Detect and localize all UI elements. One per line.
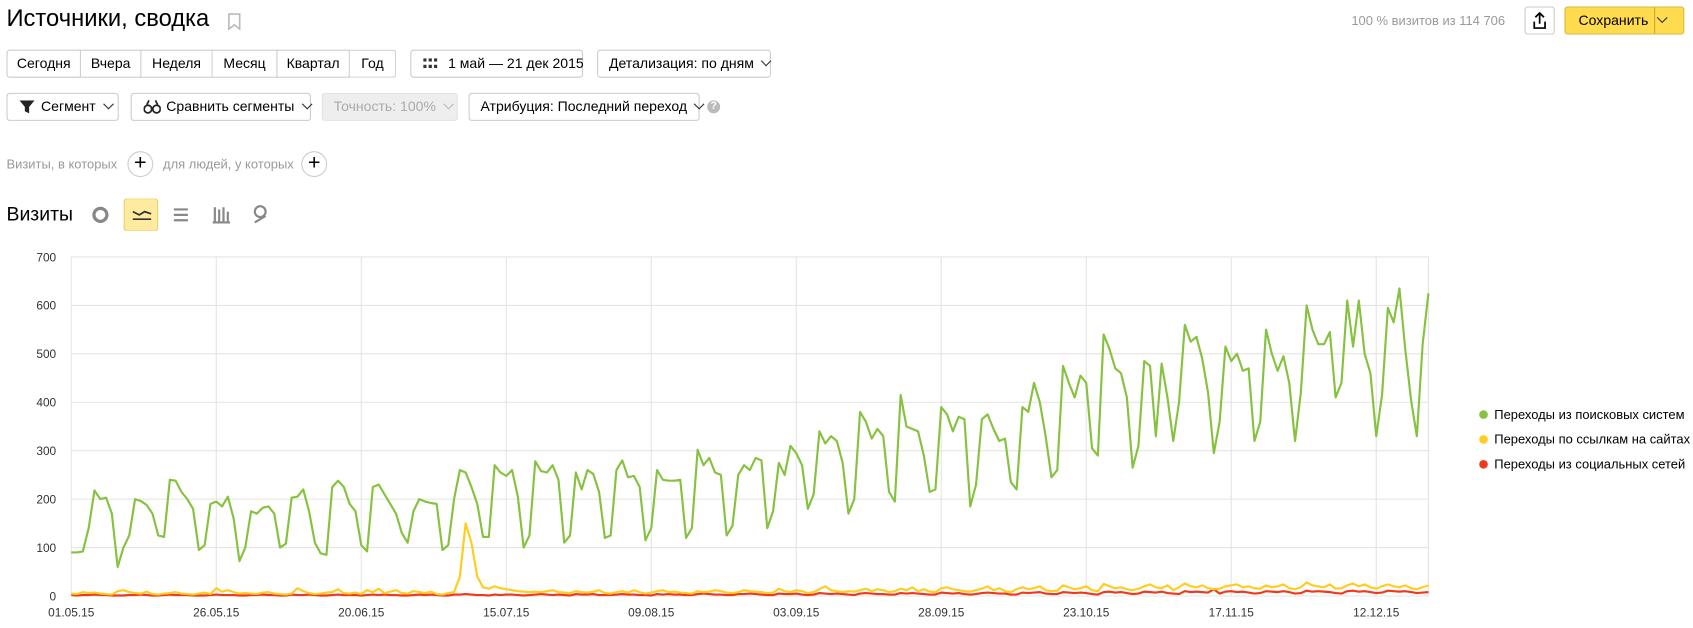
x-tick-label: 12.12.15: [1353, 606, 1400, 620]
segment-label: Сегмент: [41, 98, 96, 115]
section-title: Визиты: [6, 202, 73, 225]
period-button[interactable]: Месяц: [212, 49, 278, 78]
calendar-icon: [423, 58, 438, 69]
period-button[interactable]: Вчера: [80, 49, 142, 78]
filter-icon: [19, 100, 35, 114]
legend-label: Переходы из социальных сетей: [1494, 457, 1685, 472]
compare-label: Сравнить сегменты: [166, 98, 295, 115]
y-tick-label: 300: [36, 444, 56, 458]
bookmark-icon[interactable]: [228, 13, 241, 31]
x-tick-label: 28.09.15: [918, 606, 965, 620]
x-tick-label: 26.05.15: [193, 606, 240, 620]
add-people-condition[interactable]: +: [301, 151, 328, 178]
accuracy-button: Точность: 100%: [321, 92, 458, 121]
series-line: [71, 588, 1429, 597]
period-button[interactable]: Сегодня: [6, 49, 81, 78]
x-tick-label: 17.11.15: [1209, 606, 1255, 620]
y-tick-label: 600: [36, 299, 56, 313]
share-button[interactable]: [1524, 6, 1555, 35]
y-tick-label: 700: [36, 250, 56, 264]
add-visit-condition[interactable]: +: [127, 151, 154, 178]
pie-icon[interactable]: [92, 206, 109, 223]
y-tick-label: 200: [36, 492, 56, 506]
x-tick-label: 09.08.15: [628, 606, 675, 620]
legend-label: Переходы по ссылкам на сайтах: [1494, 432, 1690, 447]
x-tick-label: 01.05.15: [48, 606, 95, 620]
y-tick-label: 400: [36, 396, 56, 410]
date-range-button[interactable]: 1 май — 21 дек 2015: [410, 49, 584, 78]
segment-button[interactable]: Сегмент: [6, 92, 119, 121]
y-tick-label: 0: [50, 589, 57, 603]
x-tick-label: 20.06.15: [338, 606, 385, 620]
detail-button[interactable]: Детализация: по дням: [597, 49, 772, 78]
bar-icon[interactable]: [212, 207, 230, 224]
visits-share: 100 % визитов из 114 706: [1351, 12, 1506, 29]
x-tick-label: 03.09.15: [773, 606, 820, 620]
save-button[interactable]: Сохранить: [1564, 6, 1685, 35]
chart-type-switcher: [92, 198, 267, 232]
filter-visits: Визиты, в которых: [6, 156, 118, 172]
help-icon[interactable]: ?: [707, 100, 721, 114]
period-button[interactable]: Неделя: [141, 49, 213, 78]
legend-label: Переходы из поисковых систем: [1494, 407, 1684, 422]
page-title: Источники, сводка: [6, 4, 210, 32]
y-tick-label: 100: [36, 541, 56, 555]
legend-marker: [1479, 410, 1488, 419]
attribution-label: Атрибуция: Последний переход: [480, 98, 688, 115]
save-label: Сохранить: [1578, 11, 1649, 29]
compare-icon: [143, 100, 161, 114]
attribution-button[interactable]: Атрибуция: Последний переход: [468, 92, 705, 121]
series-line: [71, 287, 1430, 569]
compare-button[interactable]: Сравнить сегменты: [130, 92, 313, 121]
period-button[interactable]: Квартал: [277, 49, 350, 78]
detail-label: Детализация: по дням: [608, 55, 754, 72]
y-tick-label: 500: [36, 347, 56, 361]
period-button[interactable]: Год: [349, 49, 397, 78]
accuracy-label: Точность: 100%: [333, 98, 436, 115]
date-range: 1 май — 21 дек 2015: [448, 55, 584, 72]
legend-marker: [1479, 459, 1488, 469]
legend-marker: [1479, 435, 1488, 444]
x-tick-label: 15.07.15: [483, 606, 530, 620]
chart: 0 100 200 300 400 500 600 700 01.05.15 26.05.15 20…: [36, 250, 1690, 620]
share-icon: [1533, 11, 1546, 29]
x-tick-label: 23.10.15: [1063, 606, 1110, 620]
series-line: [71, 522, 1429, 596]
filter-people: для людей, у которых: [163, 156, 294, 172]
map-icon[interactable]: [253, 205, 267, 224]
area-icon[interactable]: [173, 208, 188, 222]
